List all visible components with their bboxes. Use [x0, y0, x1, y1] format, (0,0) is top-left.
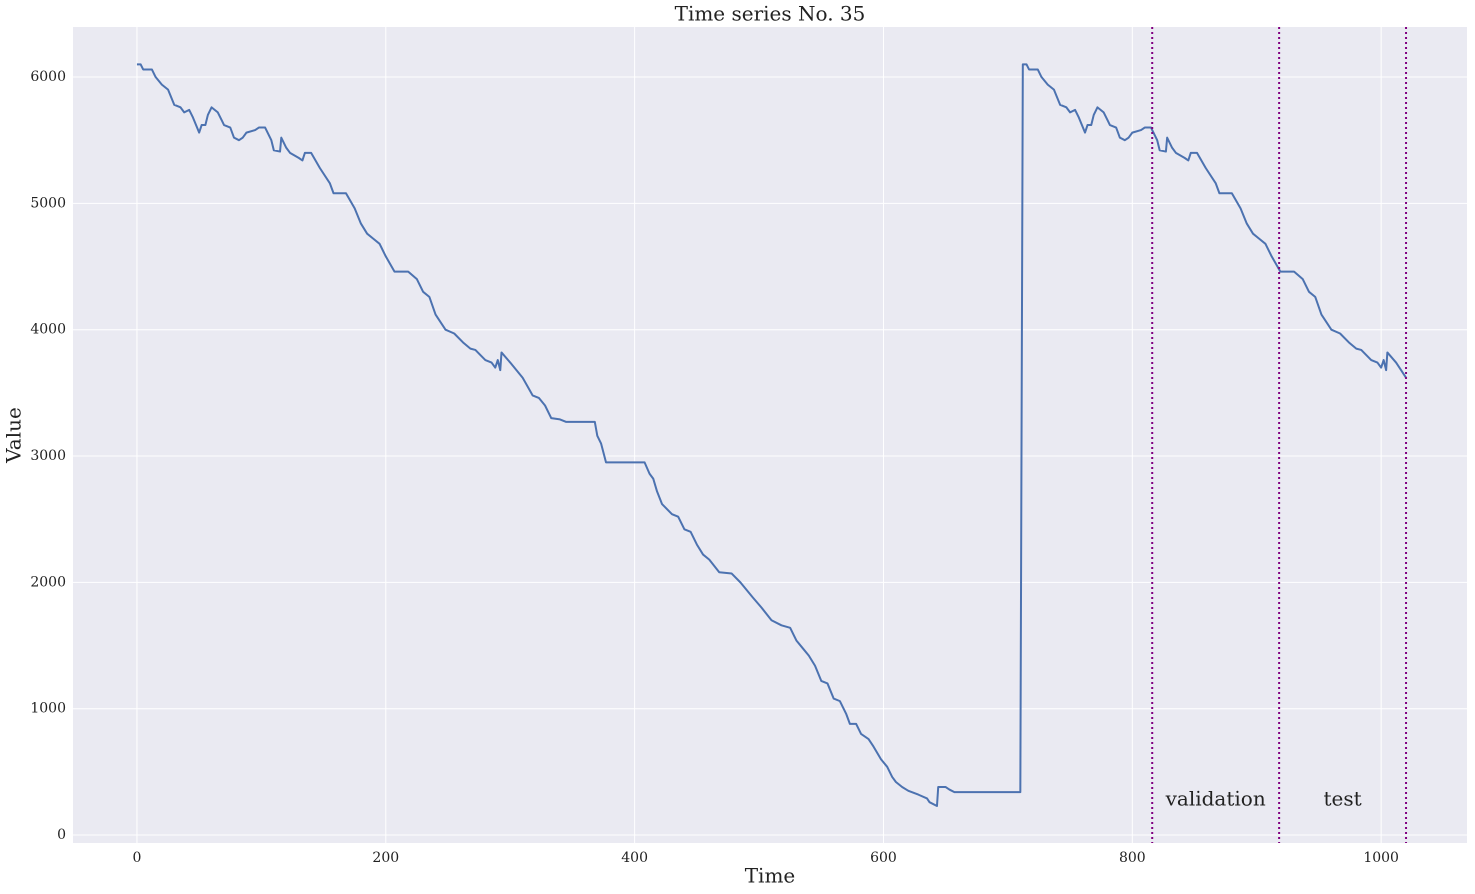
x-tick-label: 800	[1119, 850, 1146, 866]
split-label: validation	[1165, 787, 1266, 811]
y-tick-label: 2000	[30, 574, 66, 590]
chart-title: Time series No. 35	[675, 2, 866, 26]
x-tick-label: 0	[132, 850, 141, 866]
split-label: test	[1323, 787, 1361, 811]
y-tick-label: 0	[57, 827, 66, 843]
x-axis-label: Time	[745, 864, 796, 888]
y-axis-label: Value	[2, 407, 26, 464]
x-tick-label: 400	[621, 850, 648, 866]
series-line	[136, 63, 1407, 807]
y-tick-label: 5000	[30, 195, 66, 211]
y-tick-label: 6000	[30, 69, 66, 85]
x-tick-label: 200	[372, 850, 399, 866]
plot-area	[73, 27, 1467, 843]
x-tick-label: 600	[870, 850, 897, 866]
y-tick-label: 4000	[30, 322, 66, 338]
y-tick-label: 3000	[30, 448, 66, 464]
y-tick-label: 1000	[30, 701, 66, 717]
x-tick-label: 1000	[1363, 850, 1399, 866]
